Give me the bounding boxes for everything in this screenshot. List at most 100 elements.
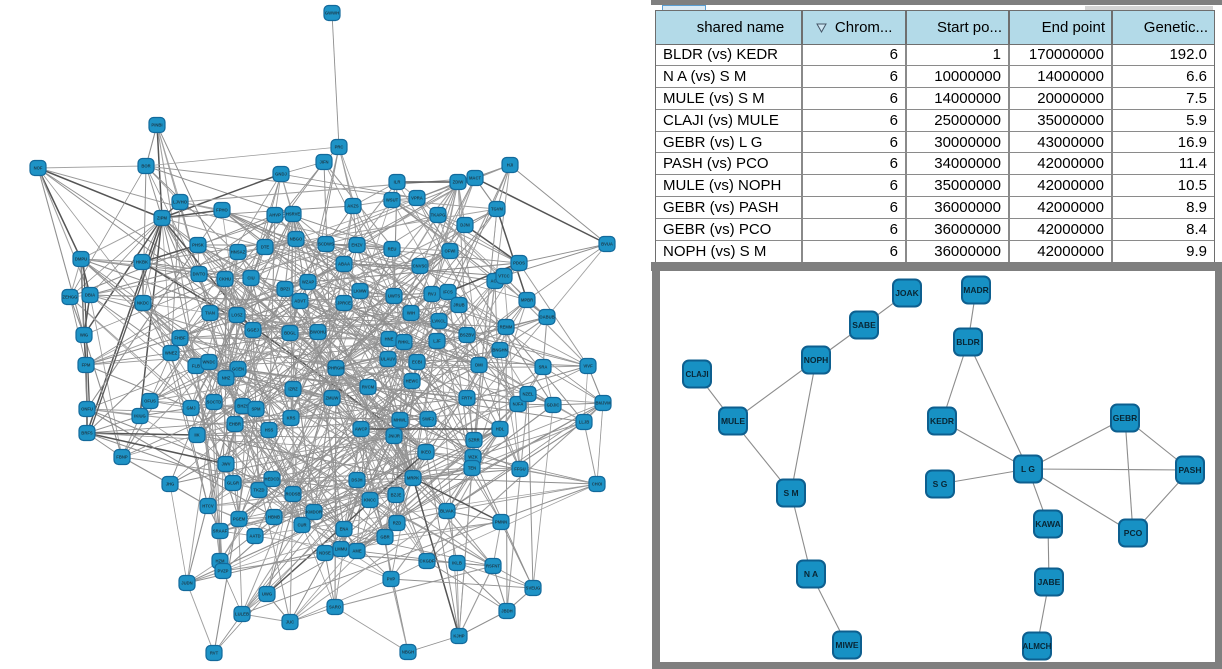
svg-text:CNVSC: CNVSC [413, 264, 428, 269]
svg-text:MHWL: MHWL [393, 418, 406, 423]
svg-text:AATD: AATD [249, 534, 260, 539]
svg-text:NOPH: NOPH [804, 355, 829, 365]
svg-text:HSS: HSS [265, 428, 274, 433]
svg-text:OABUB: OABUB [539, 315, 554, 320]
svg-text:IZRZ: IZRZ [288, 387, 298, 392]
svg-text:OFUS: OFUS [144, 399, 156, 404]
svg-text:DSJH: DSJH [351, 478, 362, 483]
svg-text:CKGDF: CKGDF [420, 559, 435, 564]
svg-text:LJF: LJF [433, 339, 441, 344]
svg-text:PHRGM: PHRGM [328, 366, 344, 371]
svg-text:FHBF: FHBF [174, 336, 186, 341]
svg-text:SZRR: SZRR [468, 438, 479, 443]
svg-text:AME: AME [352, 549, 362, 554]
svg-text:UWG: UWG [262, 592, 272, 597]
svg-text:PINBI: PINBI [151, 123, 162, 128]
svg-text:HEWC: HEWC [406, 379, 419, 384]
svg-text:GGEJ: GGEJ [247, 328, 259, 333]
svg-text:RVCM: RVCM [362, 385, 375, 390]
svg-text:HDL: HDL [496, 427, 505, 432]
svg-text:LMMU: LMMU [335, 547, 348, 552]
svg-text:GWWH: GWWH [325, 11, 339, 16]
svg-text:PGEM: PGEM [233, 517, 246, 522]
svg-text:LOSZ: LOSZ [231, 313, 243, 318]
svg-text:FRTV: FRTV [462, 396, 473, 401]
svg-text:NOF: NOF [34, 166, 43, 171]
svg-text:ABAA: ABAA [338, 262, 350, 267]
svg-text:LLJB: LLJB [579, 420, 589, 425]
svg-text:WZK: WZK [468, 455, 478, 460]
svg-text:RSFNT: RSFNT [486, 564, 500, 569]
svg-text:AHVP: AHVP [269, 213, 281, 218]
svg-text:MACT: MACT [469, 176, 482, 181]
svg-text:PCO: PCO [1124, 528, 1143, 538]
svg-text:LKMW: LKMW [353, 289, 366, 294]
svg-text:GLGR: GLGR [227, 481, 239, 486]
svg-text:SRA: SRA [539, 365, 548, 370]
svg-text:KRS: KRS [287, 416, 296, 421]
svg-text:JIFN: JIFN [319, 160, 328, 165]
svg-text:GMJ: GMJ [186, 406, 196, 411]
svg-text:MULE: MULE [721, 416, 745, 426]
svg-text:KMDOR: KMDOR [306, 510, 322, 515]
svg-text:JABE: JABE [1038, 577, 1061, 587]
svg-text:JUDN: JUDN [181, 581, 192, 586]
svg-text:AKZS: AKZS [347, 204, 359, 209]
svg-text:LVKCL: LVKCL [432, 319, 446, 324]
svg-text:S M: S M [783, 488, 798, 498]
svg-text:NDSE: NDSE [319, 551, 331, 556]
svg-text:PDOS: PDOS [513, 261, 525, 266]
svg-text:REU: REU [388, 247, 397, 252]
svg-text:JWV: JWV [221, 462, 230, 467]
svg-text:JPRCE: JPRCE [337, 301, 351, 306]
svg-text:WIG: WIG [80, 333, 88, 338]
svg-text:UWTS: UWTS [388, 294, 401, 299]
svg-text:WSUT: WSUT [386, 198, 399, 203]
svg-text:NJFA: NJFA [513, 402, 524, 407]
svg-text:TGVM: TGVM [491, 207, 504, 212]
svg-text:HKBK: HKBK [136, 260, 148, 265]
svg-text:IFCS: IFCS [443, 290, 453, 295]
svg-text:AWCP: AWCP [355, 427, 368, 432]
svg-text:REMM: REMM [500, 325, 513, 330]
svg-text:RVJ: RVJ [428, 292, 437, 297]
svg-text:NZEL: NZEL [523, 392, 534, 397]
svg-text:OFWI: OFWI [445, 249, 456, 254]
svg-text:JBDH: JBDH [501, 609, 512, 614]
svg-text:FBNP: FBNP [116, 455, 128, 460]
svg-text:ULAUV: ULAUV [381, 357, 396, 362]
svg-text:SPM: SPM [251, 407, 261, 412]
svg-text:ADVT: ADVT [294, 299, 306, 304]
svg-text:CUR: CUR [297, 523, 306, 528]
svg-text:FPM: FPM [82, 363, 91, 368]
svg-text:HTCV: HTCV [202, 504, 214, 509]
svg-text:ILR: ILR [394, 180, 401, 185]
svg-text:BZJE: BZJE [391, 493, 402, 498]
svg-text:TEN: TEN [468, 466, 476, 471]
svg-text:DIVTO: DIVTO [193, 272, 206, 277]
svg-text:MADR: MADR [963, 285, 989, 295]
svg-text:TIAN: TIAN [205, 311, 215, 316]
svg-text:RZD: RZD [393, 521, 402, 526]
svg-text:NBGH: NBGH [402, 650, 414, 655]
svg-text:WIH: WIH [407, 311, 415, 316]
svg-text:BHZS: BHZS [237, 404, 249, 409]
svg-text:NKDC: NKDC [137, 301, 149, 306]
svg-text:IKIUG: IKIUG [134, 414, 146, 419]
svg-text:TKAPG: TKAPG [431, 213, 446, 218]
svg-text:DTE: DTE [261, 245, 270, 250]
svg-text:HNE: HNE [385, 337, 394, 342]
svg-text:SRAAF: SRAAF [213, 529, 228, 534]
svg-text:JHG: JHG [166, 482, 175, 487]
svg-text:ZMUW: ZMUW [325, 396, 338, 401]
svg-text:JOAK: JOAK [895, 288, 919, 298]
svg-text:HBNB: HBNB [268, 515, 280, 520]
svg-text:DMPU: DMPU [75, 257, 87, 262]
svg-text:WNDC: WNDC [202, 360, 215, 365]
svg-text:EHZV: EHZV [351, 243, 362, 248]
svg-text:DJNI: DJNI [460, 223, 470, 228]
svg-text:KAWA: KAWA [1035, 519, 1061, 529]
svg-text:WZAP: WZAP [302, 280, 315, 285]
svg-text:DBIA: DBIA [85, 293, 95, 298]
svg-text:BSZBV: BSZBV [460, 333, 474, 338]
